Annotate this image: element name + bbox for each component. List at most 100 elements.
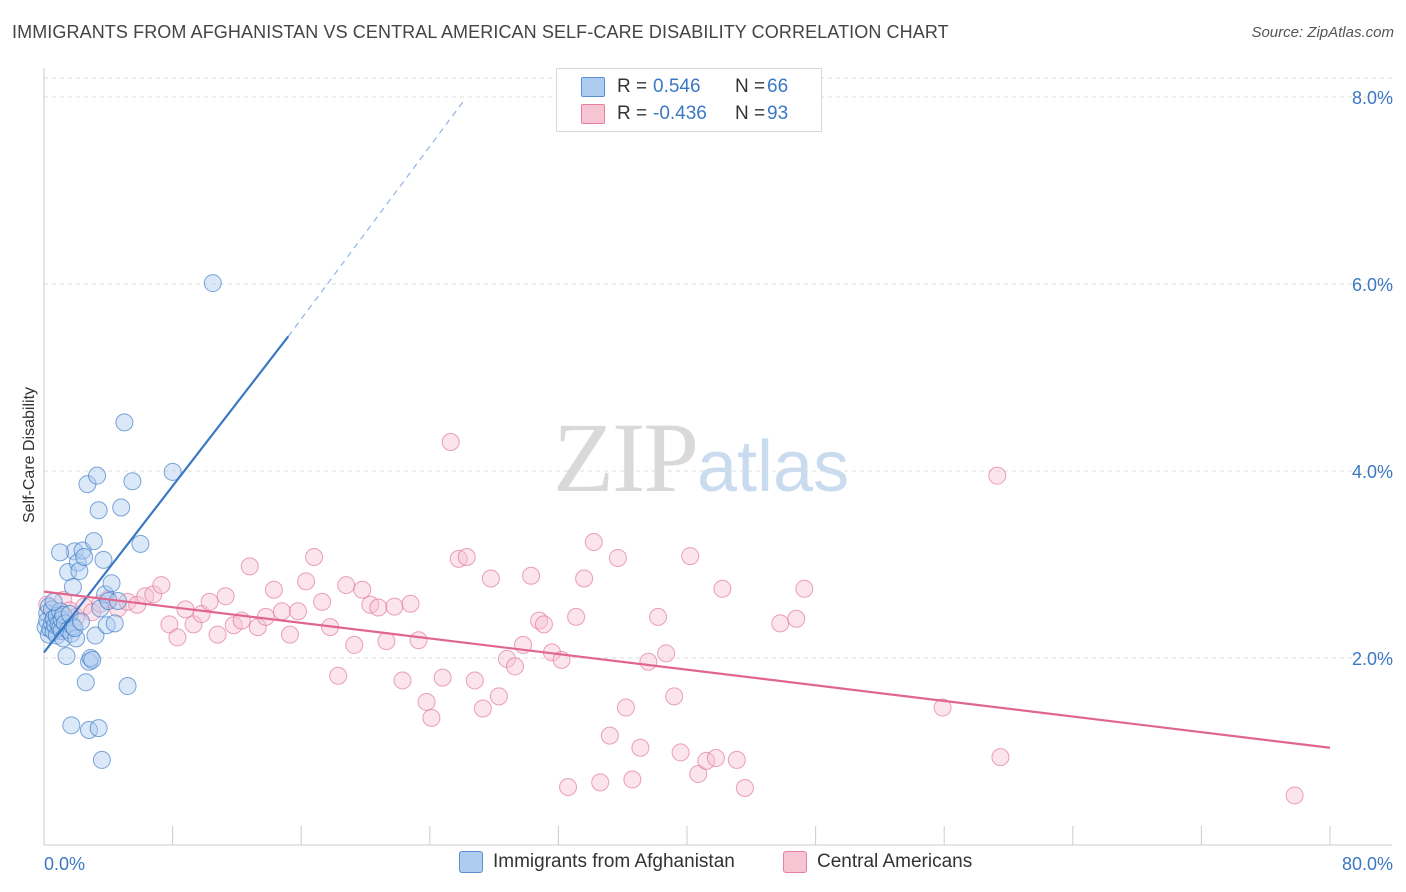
central-americans-point [264, 580, 283, 599]
central-americans-point [608, 548, 627, 567]
central-americans-point [208, 625, 227, 644]
afghanistan-point [88, 466, 107, 485]
x-tick-label: 80.0% [1342, 854, 1393, 874]
x-tick-label: 0.0% [44, 854, 85, 874]
afghanistan-point [123, 472, 142, 491]
central-americans-point [639, 652, 658, 671]
afghanistan-point [89, 501, 108, 520]
afghanistan-point [86, 626, 105, 645]
central-americans-point [505, 657, 524, 676]
central-americans-point [681, 547, 700, 566]
central-americans-point [665, 687, 684, 706]
legend-item-central-americans[interactable]: Central Americans [783, 851, 972, 873]
afghanistan-point [115, 413, 134, 432]
central-americans-point [369, 598, 388, 617]
central-americans-point [713, 579, 732, 598]
central-americans-point [933, 698, 952, 717]
central-americans-point [337, 576, 356, 595]
central-americans-point [457, 548, 476, 567]
central-americans-point [353, 580, 372, 599]
r-label: R = [617, 103, 648, 124]
central-americans-point [600, 726, 619, 745]
afghanistan-point [83, 650, 102, 669]
central-americans-point [393, 671, 412, 690]
afghanistan-point [65, 619, 84, 638]
central-americans-point [567, 607, 586, 626]
central-americans-trend-line [43, 590, 1331, 749]
correlation-legend: R = 0.546 N = 66 R = -0.436 N = 93 [556, 68, 822, 132]
afghanistan-point [71, 612, 90, 631]
legend-swatch-blue [459, 851, 483, 873]
series-legend: Immigrants from Afghanistan Central Amer… [0, 851, 1406, 879]
central-americans-point [988, 466, 1007, 485]
legend-label: Immigrants from Afghanistan [493, 851, 735, 872]
y-tick-label: 8.0% [1352, 88, 1393, 108]
y-tick-label: 2.0% [1352, 649, 1393, 669]
afghanistan-point [62, 716, 81, 735]
central-americans-point [280, 625, 299, 644]
central-americans-point [422, 708, 441, 727]
r-value: -0.436 [653, 103, 707, 124]
central-americans-point [345, 635, 364, 654]
central-americans-point [575, 569, 594, 588]
afghanistan-point [94, 550, 113, 569]
central-americans-point [160, 615, 179, 634]
afghanistan-point [105, 614, 124, 633]
central-americans-point [297, 572, 316, 591]
afghanistan-points [36, 274, 222, 769]
r-value: 0.546 [653, 76, 701, 97]
legend-item-afghanistan[interactable]: Immigrants from Afghanistan [459, 851, 735, 873]
central-americans-point [795, 579, 814, 598]
afghanistan-point [89, 719, 108, 738]
n-value: 66 [767, 76, 789, 97]
y-tick-label: 6.0% [1352, 275, 1393, 295]
tick-labels: 2.0% 4.0% 6.0% 8.0% 0.0% 80.0% [44, 88, 1393, 874]
central-americans-point [689, 764, 708, 783]
afghanistan-trend-extension [287, 98, 466, 337]
central-americans-point [313, 592, 332, 611]
central-americans-point [735, 778, 754, 797]
afghanistan-point [112, 498, 131, 517]
afghanistan-trend-line [43, 335, 290, 654]
afghanistan-point [63, 577, 82, 596]
chart-source: Source: ZipAtlas.com [1251, 24, 1394, 41]
central-americans-point [787, 609, 806, 628]
central-americans-point [152, 576, 171, 595]
y-tick-label: 4.0% [1352, 462, 1393, 482]
central-americans-point [489, 687, 508, 706]
central-americans-point [288, 602, 307, 621]
central-americans-point [377, 632, 396, 651]
central-americans-point [401, 594, 420, 613]
central-americans-point [409, 631, 428, 650]
central-americans-point [771, 614, 790, 633]
legend-row-central-americans: R = -0.436 N = 93 [581, 101, 788, 127]
afghanistan-point [44, 592, 63, 611]
central-americans-point [559, 778, 578, 797]
central-americans-point [706, 749, 725, 768]
central-americans-point [168, 628, 187, 647]
afghanistan-point [84, 532, 103, 551]
central-americans-point [616, 698, 635, 717]
central-americans-point [591, 773, 610, 792]
central-americans-point [433, 668, 452, 687]
afghanistan-point [76, 673, 95, 692]
central-americans-point [465, 671, 484, 690]
afghanistan-point [131, 534, 150, 553]
central-americans-point [272, 602, 291, 621]
central-americans-point [240, 557, 259, 576]
central-americans-point [623, 770, 642, 789]
n-label: N = [735, 103, 766, 124]
legend-swatch-pink [783, 851, 807, 873]
central-americans-point [216, 587, 235, 606]
central-americans-point [991, 748, 1010, 767]
afghanistan-point [51, 543, 70, 562]
central-americans-points [38, 433, 1304, 805]
afghanistan-point [60, 605, 79, 624]
trend-lines [43, 98, 1331, 749]
central-americans-point [671, 743, 690, 762]
afghanistan-point [92, 750, 111, 769]
central-americans-point [584, 533, 603, 552]
legend-swatch-pink [581, 104, 605, 124]
central-americans-point [657, 644, 676, 663]
